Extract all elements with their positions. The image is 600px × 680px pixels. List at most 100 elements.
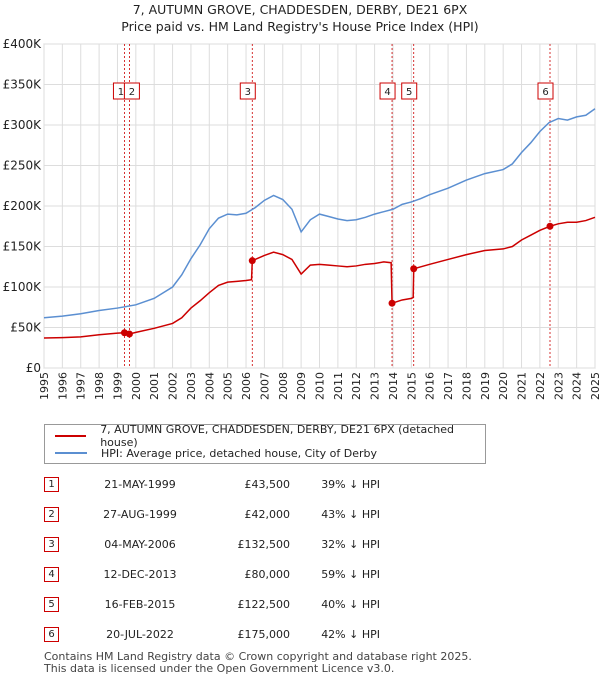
sale-point <box>410 265 418 273</box>
transaction-price: £80,000 <box>244 567 291 581</box>
y-tick-label: £300K <box>3 118 43 132</box>
footer: Contains HM Land Registry data © Crown c… <box>44 651 472 675</box>
x-tick-label: 2018 <box>460 372 473 400</box>
sale-label-box <box>401 82 418 100</box>
hpi-series-line <box>43 108 596 319</box>
transactions-table: 1 21-MAY-1999 £43,500 39% ↓ HPI 2 27-AUG-1999… <box>44 469 380 649</box>
transaction-number-badge: 5 <box>44 596 59 612</box>
price-chart: £0 £50K £100K £150K £200K £250K £300K £350K £400… <box>3 37 600 400</box>
y-tick-label: £200K <box>3 199 43 213</box>
legend-label-property: 7, AUTUMN GROVE, CHADDESDEN, DERBY, DE21… <box>100 423 454 449</box>
y-tick-label: £50K <box>10 321 42 335</box>
transaction-hpi-diff: 42% ↓ HPI <box>321 627 380 641</box>
transaction-number-cell: 2 <box>44 499 80 529</box>
footer-copyright: Contains HM Land Registry data © Crown c… <box>44 650 472 663</box>
x-tick-label: 1997 <box>75 372 88 400</box>
x-tick-label: 2007 <box>258 372 271 400</box>
x-tick-label: 2010 <box>314 372 327 400</box>
transaction-row: 6 20-JUL-2022 £175,000 42% ↓ HPI <box>44 619 380 649</box>
transaction-row: 1 21-MAY-1999 £43,500 39% ↓ HPI <box>44 469 380 499</box>
transaction-hpi-diff: 39% ↓ HPI <box>321 477 380 491</box>
transaction-hpi-diff: 40% ↓ HPI <box>321 597 380 611</box>
chart-subtitle: Price paid vs. HM Land Registry's House … <box>121 19 479 34</box>
transaction-number-cell: 1 <box>44 469 80 499</box>
legend-swatch-property <box>55 435 87 437</box>
transaction-hpi-diff: 43% ↓ HPI <box>321 507 380 521</box>
transaction-number-badge: 3 <box>44 536 59 552</box>
x-tick-label: 2000 <box>130 372 143 400</box>
sale-label-number: 5 <box>406 87 412 98</box>
transaction-hpi-diff: 59% ↓ HPI <box>321 567 380 581</box>
x-tick-label: 2011 <box>332 372 345 400</box>
legend-item-hpi: HPI: Average price, detached house, City… <box>45 445 377 461</box>
transaction-date: 20-JUL-2022 <box>106 627 174 641</box>
sale-point <box>248 257 256 265</box>
legend-label-hpi: HPI: Average price, detached house, City… <box>101 446 378 460</box>
x-tick-label: 2014 <box>387 372 400 400</box>
transaction-price: £43,500 <box>244 477 291 491</box>
transaction-number-cell: 3 <box>44 529 80 559</box>
transaction-date: 16-FEB-2015 <box>104 597 176 611</box>
transaction-date: 27-AUG-1999 <box>103 507 177 521</box>
sale-point <box>125 330 133 338</box>
x-tick-label: 2005 <box>222 372 235 400</box>
transaction-date: 04-MAY-2006 <box>104 537 176 551</box>
y-tick-label: £350K <box>3 78 43 92</box>
sale-label-number: 3 <box>245 87 251 98</box>
property-series-line <box>43 216 596 339</box>
x-tick-label: 2004 <box>203 372 216 400</box>
transaction-hpi-diff: 32% ↓ HPI <box>321 537 380 551</box>
x-tick-label: 2019 <box>479 372 492 400</box>
sale-label-number: 6 <box>542 87 548 98</box>
x-tick-label: 2020 <box>497 372 510 400</box>
transaction-number-cell: 4 <box>44 559 80 589</box>
x-tick-label: 2003 <box>185 372 198 400</box>
transaction-number-badge: 6 <box>44 626 59 642</box>
transaction-number-badge: 2 <box>44 506 59 522</box>
sale-point <box>546 222 554 230</box>
x-tick-label: 2021 <box>516 372 529 400</box>
x-tick-label: 2017 <box>442 372 455 400</box>
transaction-price: £122,500 <box>237 597 291 611</box>
sale-label-number: 4 <box>384 87 390 98</box>
x-tick-label: 2012 <box>350 372 363 400</box>
legend-swatch-hpi <box>55 452 87 454</box>
x-tick-label: 2002 <box>167 372 180 400</box>
sale-label-box <box>123 82 140 100</box>
transaction-number-cell: 5 <box>44 589 80 619</box>
x-tick-label: 2013 <box>369 372 382 400</box>
transaction-row: 5 16-FEB-2015 £122,500 40% ↓ HPI <box>44 589 380 619</box>
transaction-price: £132,500 <box>237 537 291 551</box>
x-tick-label: 1999 <box>111 372 124 400</box>
transaction-price: £175,000 <box>237 627 291 641</box>
x-tick-label: 2023 <box>552 372 565 400</box>
sale-label-box <box>379 82 396 100</box>
x-tick-label: 2009 <box>295 372 308 400</box>
sale-label-box <box>537 82 554 100</box>
x-tick-label: 2024 <box>571 372 584 400</box>
transaction-number-cell: 6 <box>44 619 80 649</box>
y-tick-label: £150K <box>3 240 43 254</box>
y-tick-label: £250K <box>3 159 43 173</box>
x-tick-label: 2006 <box>240 372 253 400</box>
x-tick-label: 2022 <box>534 372 547 400</box>
x-tick-label: 2015 <box>405 372 418 400</box>
transaction-row: 3 04-MAY-2006 £132,500 32% ↓ HPI <box>44 529 380 559</box>
sale-point <box>388 299 396 307</box>
transaction-price: £42,000 <box>244 507 291 521</box>
x-tick-label: 2008 <box>277 372 290 400</box>
y-tick-label: £400K <box>3 37 43 51</box>
chart-title: 7, AUTUMN GROVE, CHADDESDEN, DERBY, DE21… <box>132 2 468 17</box>
transaction-row: 2 27-AUG-1999 £42,000 43% ↓ HPI <box>44 499 380 529</box>
y-tick-label: £100K <box>3 280 43 294</box>
x-tick-label: 1998 <box>93 372 106 400</box>
x-tick-label: 1995 <box>38 372 51 400</box>
transaction-row: 4 12-DEC-2013 £80,000 59% ↓ HPI <box>44 559 380 589</box>
transaction-date: 12-DEC-2013 <box>103 567 177 581</box>
legend-item-property: 7, AUTUMN GROVE, CHADDESDEN, DERBY, DE21… <box>45 423 485 449</box>
sale-label-number: 2 <box>129 87 135 98</box>
x-tick-label: 2016 <box>424 372 437 400</box>
x-tick-label: 1996 <box>56 372 69 400</box>
sale-label-number: 1 <box>118 87 124 98</box>
transaction-number-badge: 1 <box>44 476 59 492</box>
